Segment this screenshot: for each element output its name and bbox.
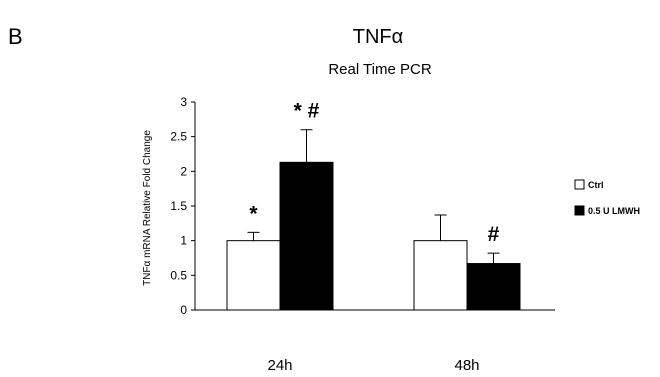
y-tick-label: 1 bbox=[180, 234, 187, 248]
bar bbox=[279, 161, 334, 311]
chart-subtitle: Real Time PCR bbox=[328, 61, 432, 78]
chart-title: TNFα bbox=[353, 26, 403, 48]
significance-marker: # bbox=[488, 223, 500, 246]
y-tick-label: 0 bbox=[180, 303, 187, 317]
y-tick-label: 3 bbox=[180, 95, 187, 109]
x-category-label: 48h bbox=[454, 357, 479, 372]
legend-label: 0.5 U LMWH bbox=[588, 206, 640, 216]
y-tick-label: 1.5 bbox=[170, 199, 187, 213]
legend-label: Ctrl bbox=[588, 180, 604, 190]
bar bbox=[413, 240, 468, 311]
significance-annotations: * * # # bbox=[249, 100, 499, 246]
legend-swatch bbox=[574, 205, 585, 216]
y-tick-label: 2.5 bbox=[170, 130, 187, 144]
panel-label: B bbox=[8, 24, 23, 49]
legend: Ctrl 0.5 U LMWH bbox=[574, 179, 640, 216]
significance-marker: * bbox=[249, 202, 258, 225]
y-tick-label: 2 bbox=[180, 164, 187, 178]
y-axis-label: TNFα mRNA Relative Fold Change bbox=[142, 130, 153, 286]
y-tick-label: 0.5 bbox=[170, 268, 187, 282]
bar bbox=[226, 240, 281, 311]
category-labels: 24h 48h bbox=[267, 357, 479, 374]
x-category-label: 24h bbox=[267, 357, 292, 372]
significance-marker: * # bbox=[294, 100, 320, 123]
bar bbox=[466, 263, 521, 311]
legend-swatch bbox=[574, 179, 585, 190]
bars bbox=[226, 129, 521, 311]
